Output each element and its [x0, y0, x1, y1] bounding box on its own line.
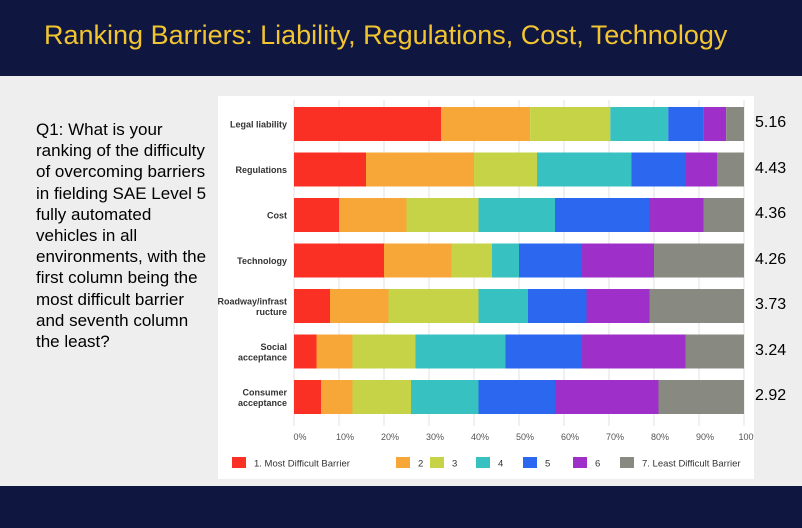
bar-segment [411, 380, 479, 414]
bar-segment [703, 107, 727, 141]
legend-label: 1. Most Difficult Barrier [254, 459, 350, 470]
bar-segment [294, 289, 330, 323]
header-bar: Ranking Barriers: Liability, Regulations… [0, 0, 802, 76]
bar-segment [384, 243, 452, 278]
x-tick-label: 20% [381, 432, 399, 442]
bar-segment [415, 334, 506, 369]
stacked-bar-chart: Legal liability Regulations Cost Technology… [217, 100, 762, 470]
category-label: ructure [256, 307, 287, 317]
x-tick-label: 80% [651, 432, 669, 442]
bar-segment [366, 152, 474, 187]
score-value: 4.26 [755, 250, 787, 268]
bar-segment [330, 289, 389, 323]
bar-segment [631, 152, 686, 187]
bar-segment [703, 198, 744, 232]
category-label: Social [260, 342, 287, 352]
bar-segment [649, 198, 704, 232]
legend-swatch [620, 457, 634, 468]
category-label: Consumer [242, 387, 287, 397]
bar-segment [658, 380, 744, 414]
legend-swatch [232, 457, 246, 468]
bar-segment [530, 107, 611, 141]
legend-swatch [430, 457, 444, 468]
bar-segment [352, 380, 411, 414]
bar-segment [294, 243, 384, 278]
bar-segment [726, 107, 744, 141]
category-label: Cost [267, 211, 287, 221]
score-value: 4.36 [755, 205, 787, 222]
bar-segment [406, 198, 479, 232]
bar-segment [685, 334, 744, 369]
bar-segment [441, 107, 531, 141]
bar-segment [478, 289, 528, 323]
footer-bar [0, 486, 802, 528]
bar-segment [451, 243, 492, 278]
legend-label: 5 [545, 459, 550, 470]
bar-segment [492, 243, 519, 278]
score-value: 3.24 [755, 341, 787, 359]
category-label: Regulations [235, 165, 287, 175]
bar-segment [649, 289, 744, 323]
legend-swatch [396, 457, 410, 468]
score-value: 5.16 [755, 114, 787, 131]
category-label: acceptance [238, 352, 287, 362]
x-tick-label: 70% [606, 432, 624, 442]
legend-label: 7. Least Difficult Barrier [642, 459, 741, 470]
bar-segment [478, 380, 555, 414]
category-label: Roadway/infrast [218, 296, 287, 306]
x-tick-label: 60% [561, 432, 579, 442]
category-label: Legal liability [230, 120, 287, 130]
bar-segment [582, 334, 686, 369]
legend-swatch [523, 457, 537, 468]
x-tick-label: 90% [696, 432, 714, 442]
bar-segment [294, 198, 339, 232]
question-text: Q1: What is your ranking of the difficul… [36, 120, 207, 352]
legend-label: 4 [498, 459, 503, 470]
bar-segment [352, 334, 416, 369]
bar-segment [294, 152, 366, 187]
bar-segment [668, 107, 704, 141]
bar-segment [537, 152, 632, 187]
bar-segment [339, 198, 407, 232]
bar-segment [316, 334, 353, 369]
bar-segment [654, 243, 744, 278]
bar-segment [528, 289, 587, 323]
legend-label: 3 [452, 459, 457, 470]
x-tick-label: 30% [426, 432, 444, 442]
chart-panel: Legal liability Regulations Cost Technology… [217, 96, 762, 479]
bar-segment [294, 334, 317, 369]
category-label: acceptance [238, 398, 287, 408]
score-value: 2.92 [755, 387, 787, 404]
bar-segment [294, 380, 321, 414]
bar-segment [555, 198, 650, 232]
legend-swatch [476, 457, 490, 468]
legend-label: 2 [418, 459, 423, 470]
bar-segment [582, 243, 654, 278]
bar-segment [294, 107, 442, 141]
bar-segment [555, 380, 659, 414]
bar-segment [321, 380, 353, 414]
x-tick-label: 100% [738, 432, 754, 442]
x-tick-label: 10% [336, 432, 354, 442]
legend-label: 6 [595, 459, 600, 470]
x-tick-label: 0% [293, 432, 306, 442]
slide-title: Ranking Barriers: Liability, Regulations… [44, 20, 728, 50]
category-label: Technology [237, 256, 287, 266]
bar-segment [519, 243, 582, 278]
bar-segment [478, 198, 555, 232]
bar-segment [388, 289, 479, 323]
bar-segment [685, 152, 717, 187]
legend-swatch [573, 457, 587, 468]
x-tick-label: 40% [471, 432, 489, 442]
bar-segment [717, 152, 744, 187]
bar-segment [586, 289, 650, 323]
bar-segment [474, 152, 537, 187]
x-tick-label: 50% [516, 432, 534, 442]
score-value: 3.73 [755, 296, 787, 313]
bar-segment [610, 107, 669, 141]
score-value: 4.43 [755, 159, 787, 177]
bar-segment [505, 334, 582, 369]
